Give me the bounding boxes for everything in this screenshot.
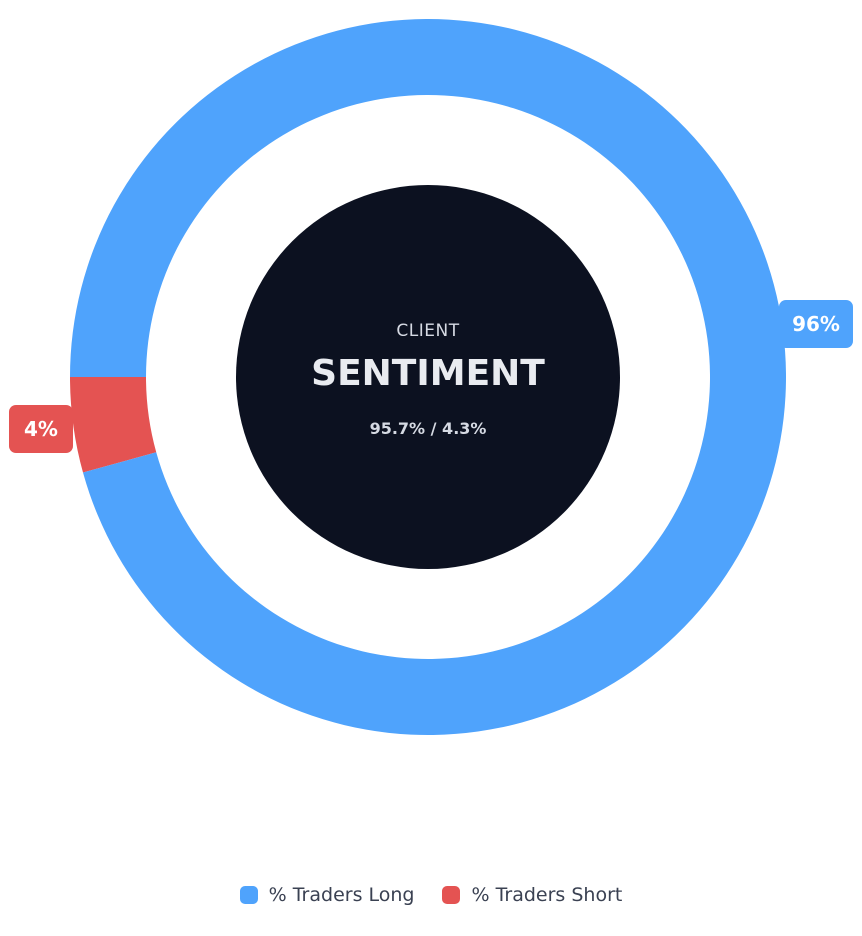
legend-swatch-long: [239, 886, 258, 904]
legend-label-short: % Traders Short: [471, 884, 623, 906]
sentiment-donut-chart: CLIENT SENTIMENT 95.7% / 4.3% 96% 4%: [9, 18, 853, 736]
legend-item-long[interactable]: % Traders Long: [239, 884, 415, 906]
donut-slice-short[interactable]: [70, 377, 157, 473]
center-label-main: SENTIMENT: [311, 353, 545, 394]
data-label-badge-short: [9, 405, 73, 453]
legend-label-long: % Traders Long: [268, 884, 415, 906]
legend-swatch-short: [442, 886, 461, 904]
slice-labels: 96% 4%: [9, 300, 853, 453]
data-label-text-long: 96%: [792, 312, 840, 336]
data-label-text-short: 4%: [24, 417, 58, 441]
donut-slices: [70, 18, 786, 736]
legend-item-short[interactable]: % Traders Short: [442, 884, 622, 906]
center-label-top: CLIENT: [396, 321, 459, 341]
data-label-long: 96%: [779, 300, 853, 348]
center-disc: [236, 185, 620, 569]
center-ratio-text: 95.7% / 4.3%: [370, 419, 487, 438]
data-label-badge-long: [779, 300, 853, 348]
chart-legend: % Traders Long % Traders Short: [0, 884, 862, 906]
data-label-short: 4%: [9, 405, 73, 453]
